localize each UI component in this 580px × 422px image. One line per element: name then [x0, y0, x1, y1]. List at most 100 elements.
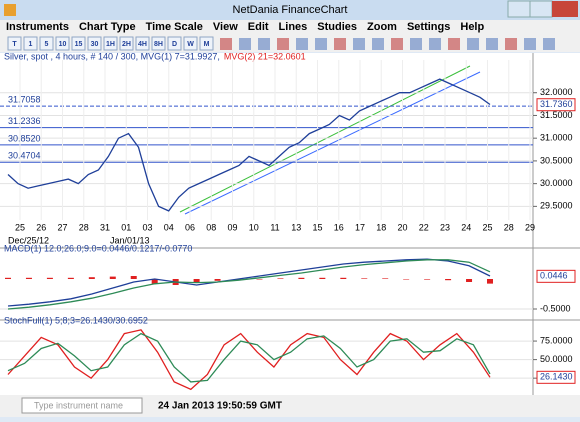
histogram-bar — [88, 277, 95, 279]
toolbar-button[interactable] — [183, 36, 198, 51]
tool-icon[interactable] — [277, 38, 289, 50]
last-value-label: 31.7360 — [540, 99, 573, 109]
tool-icon[interactable] — [220, 38, 232, 50]
x-tick-label: 20 — [397, 222, 407, 232]
menu-item[interactable]: Instruments — [6, 21, 69, 33]
date-label: Jan/01/13 — [110, 235, 150, 245]
toolbar-button[interactable] — [199, 36, 214, 51]
menu-item[interactable]: Lines — [279, 21, 308, 33]
histogram-bar — [340, 277, 347, 279]
toolbar-button[interactable] — [167, 36, 182, 51]
menu-item[interactable]: Studies — [317, 21, 357, 33]
menu-item[interactable]: Settings — [407, 21, 450, 33]
tool-icon[interactable] — [524, 38, 536, 50]
histogram-bar — [214, 279, 221, 281]
menu-item[interactable]: View — [213, 21, 238, 33]
menu-item[interactable]: Chart Type — [79, 21, 136, 33]
toolbar-label: 2H — [122, 41, 131, 48]
x-tick-label: 23 — [440, 222, 450, 232]
tool-icon[interactable] — [429, 38, 441, 50]
tool-icon[interactable] — [467, 38, 479, 50]
histogram-bar — [277, 278, 284, 279]
x-tick-label: 08 — [206, 222, 216, 232]
y-tick-label: 29.5000 — [540, 201, 573, 211]
toolbar-label: D — [172, 41, 177, 48]
toolbar-label: W — [187, 41, 194, 48]
x-tick-label: 16 — [334, 222, 344, 232]
window-title: NetDania FinanceChart — [233, 4, 348, 16]
histogram-bar — [256, 279, 263, 280]
x-tick-label: 13 — [291, 222, 301, 232]
x-tick-label: 31 — [100, 222, 110, 232]
histogram-bar — [361, 278, 368, 279]
level-label: 31.2336 — [8, 116, 41, 126]
x-tick-label: 25 — [15, 222, 25, 232]
toolbar-button[interactable] — [71, 36, 86, 51]
menu-item[interactable]: Zoom — [367, 21, 397, 33]
x-tick-label: 06 — [185, 222, 195, 232]
panel-title: Silver, spot , 4 hours, # 140 / 300, MVG… — [4, 51, 220, 61]
date-label: Dec/25/12 — [8, 235, 49, 245]
y-tick-label: 31.0000 — [540, 133, 573, 143]
panel-subtitle: MVG(2) 21=32.0601 — [224, 51, 306, 61]
tool-icon[interactable] — [296, 38, 308, 50]
toolbar-button[interactable] — [151, 36, 166, 51]
histogram-bar — [151, 279, 158, 284]
histogram-bar — [46, 277, 53, 279]
instrument-input[interactable] — [21, 397, 143, 414]
histogram-bar — [424, 279, 431, 280]
level-label: 30.8520 — [8, 133, 41, 143]
histogram-bar — [298, 277, 305, 279]
series-line — [7, 259, 491, 310]
tool-icon[interactable] — [334, 38, 346, 50]
close-button[interactable] — [552, 1, 578, 17]
panel-title: StochFull(1) 5;8;3=26.1430/30.6952 — [4, 315, 148, 325]
y-tick-label: -0.5000 — [540, 303, 571, 313]
x-tick-label: 24 — [461, 222, 471, 232]
toolbar-button[interactable] — [7, 36, 22, 51]
toolbar-button[interactable] — [119, 36, 134, 51]
toolbar-button[interactable] — [39, 36, 54, 51]
toolbar-button[interactable] — [23, 36, 38, 51]
tool-icon[interactable] — [505, 38, 517, 50]
tool-icon[interactable] — [391, 38, 403, 50]
tool-icon[interactable] — [239, 38, 251, 50]
histogram-bar — [403, 279, 410, 280]
x-tick-label: 18 — [376, 222, 386, 232]
menu-item[interactable]: Edit — [248, 21, 269, 33]
toolbar-label: 15 — [75, 41, 83, 48]
menu-item[interactable]: Time Scale — [146, 21, 203, 33]
tool-icon[interactable] — [410, 38, 422, 50]
x-tick-label: 11 — [270, 222, 279, 232]
histogram-bar — [445, 279, 452, 281]
x-tick-label: 10 — [249, 222, 259, 232]
histogram-bar — [5, 277, 11, 279]
x-tick-label: 26 — [36, 222, 46, 232]
toolbar-button[interactable] — [87, 36, 102, 51]
series-line — [7, 78, 491, 212]
toolbar-button[interactable] — [135, 36, 150, 51]
toolbar-label: 5 — [45, 41, 49, 48]
histogram-bar — [67, 277, 74, 279]
histogram-bar — [193, 279, 200, 283]
tool-icon[interactable] — [372, 38, 384, 50]
tool-icon[interactable] — [543, 38, 555, 50]
x-tick-label: 28 — [504, 222, 514, 232]
histogram-bar — [109, 276, 116, 279]
tool-icon[interactable] — [486, 38, 498, 50]
minimize-button[interactable] — [507, 0, 531, 18]
maximize-button[interactable] — [529, 0, 553, 18]
last-value-box — [536, 98, 576, 112]
toolbar-label: T — [12, 41, 17, 48]
y-tick-label: 30.0000 — [540, 178, 573, 188]
toolbar-button[interactable] — [103, 36, 118, 51]
x-tick-label: 09 — [227, 222, 237, 232]
tool-icon[interactable] — [258, 38, 270, 50]
toolbar-label: 1H — [106, 41, 115, 48]
toolbar-button[interactable] — [55, 36, 70, 51]
tool-icon[interactable] — [315, 38, 327, 50]
tool-icon[interactable] — [448, 38, 460, 50]
menu-item[interactable]: Help — [460, 21, 484, 33]
tool-icon[interactable] — [353, 38, 365, 50]
